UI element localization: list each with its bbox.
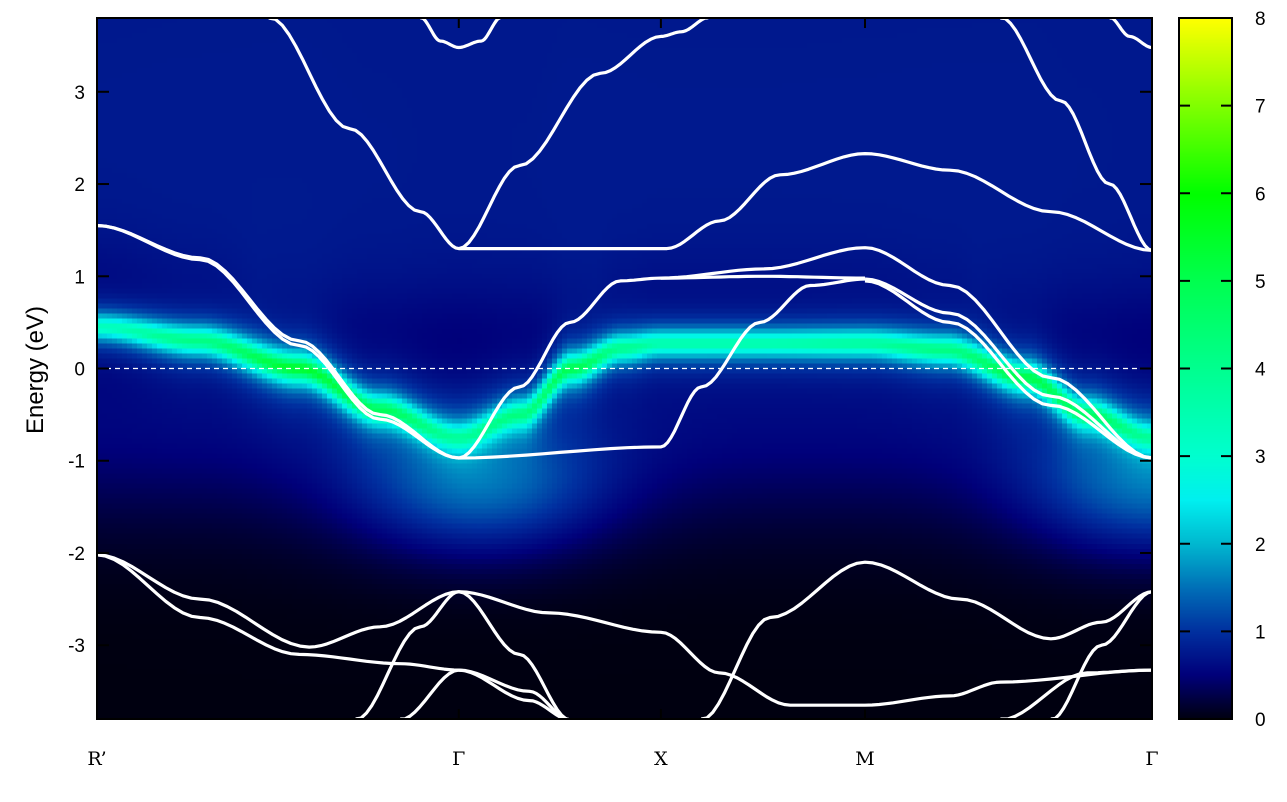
- colorbar-tick-label: 1: [1255, 622, 1266, 643]
- y-tick-label: 3: [74, 83, 85, 104]
- band-line-14: [400, 668, 571, 722]
- x-tick-label: Γ: [1145, 748, 1158, 770]
- y-tick-label: -2: [68, 544, 85, 565]
- band-line-16: [700, 560, 1153, 721]
- plot-frame: [96, 17, 1153, 720]
- y-tick-label: 2: [74, 175, 85, 196]
- x-tick-label: R’: [87, 748, 106, 770]
- band-line-8: [458, 274, 865, 460]
- x-tick-label: M: [855, 748, 874, 770]
- y-tick-label: -3: [68, 636, 85, 657]
- band-line-17: [1050, 590, 1153, 721]
- colorbar-tick-label: 0: [1255, 710, 1266, 731]
- colorbar-tick-label: 4: [1255, 360, 1266, 381]
- x-tick-label: X: [654, 748, 668, 770]
- x-tick-label: Γ: [452, 748, 465, 770]
- band-line-18: [1000, 668, 1153, 721]
- colorbar-tick-label: 7: [1255, 97, 1266, 118]
- band-line-3: [420, 15, 502, 50]
- band-line-7: [96, 223, 459, 460]
- band-line-6: [96, 223, 866, 460]
- y-tick-label: -1: [68, 452, 85, 473]
- y-axis-label: Energy (eV): [22, 306, 49, 434]
- band-line-12: [96, 553, 1153, 707]
- colorbar-tick-label: 2: [1255, 535, 1266, 556]
- band-line-4: [1000, 16, 1153, 252]
- y-tick-label: 0: [74, 360, 85, 381]
- band-line-2: [458, 15, 710, 251]
- colorbar-tick-label: 3: [1255, 447, 1266, 468]
- band-line-1: [268, 16, 1153, 252]
- band-line-13: [96, 553, 571, 722]
- y-tick-label: 1: [74, 267, 85, 288]
- colorbar-tick-label: 8: [1255, 9, 1266, 30]
- bands-layer: [96, 15, 1153, 722]
- colorbar-tick-label: 5: [1255, 272, 1266, 293]
- band-line-9: [660, 246, 1153, 460]
- colorbar-tick-label: 6: [1255, 184, 1266, 205]
- band-line-11: [864, 279, 1153, 460]
- band-line-15: [355, 590, 571, 722]
- band-line-5: [1109, 16, 1153, 50]
- band-line-10: [864, 277, 1153, 460]
